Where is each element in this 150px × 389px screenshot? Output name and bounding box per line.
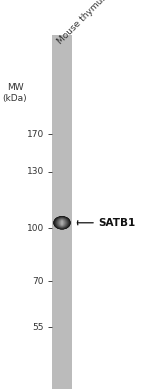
Ellipse shape: [61, 221, 63, 225]
Ellipse shape: [58, 219, 66, 227]
Ellipse shape: [55, 217, 69, 229]
Ellipse shape: [58, 219, 66, 226]
Text: 70: 70: [33, 277, 44, 286]
Ellipse shape: [61, 221, 63, 225]
Ellipse shape: [60, 220, 64, 226]
Ellipse shape: [58, 219, 66, 227]
Ellipse shape: [60, 220, 64, 226]
Ellipse shape: [56, 217, 68, 228]
Ellipse shape: [56, 218, 68, 228]
Text: MW
(kDa): MW (kDa): [3, 83, 27, 103]
Ellipse shape: [57, 219, 67, 227]
Ellipse shape: [57, 218, 67, 227]
Ellipse shape: [57, 218, 67, 227]
Bar: [52, 35, 72, 389]
Ellipse shape: [54, 216, 70, 229]
Ellipse shape: [60, 220, 64, 225]
Text: 170: 170: [27, 130, 44, 139]
Text: 100: 100: [27, 224, 44, 233]
Ellipse shape: [56, 217, 68, 228]
Text: SATB1: SATB1: [98, 218, 135, 228]
Ellipse shape: [57, 218, 67, 228]
Ellipse shape: [60, 220, 64, 226]
Ellipse shape: [55, 217, 69, 228]
Ellipse shape: [57, 218, 68, 228]
Text: 130: 130: [27, 167, 44, 176]
Text: 55: 55: [33, 322, 44, 331]
Ellipse shape: [55, 217, 69, 229]
Ellipse shape: [53, 216, 71, 230]
Ellipse shape: [58, 219, 66, 227]
Ellipse shape: [54, 216, 70, 229]
Ellipse shape: [56, 217, 69, 228]
Ellipse shape: [60, 220, 64, 226]
Ellipse shape: [59, 220, 65, 226]
Ellipse shape: [54, 217, 70, 229]
Ellipse shape: [56, 218, 68, 228]
Text: Mouse thymus: Mouse thymus: [55, 0, 108, 46]
Ellipse shape: [61, 220, 63, 225]
Ellipse shape: [61, 221, 62, 225]
Ellipse shape: [59, 219, 65, 226]
Ellipse shape: [59, 219, 65, 226]
Ellipse shape: [55, 217, 69, 228]
Ellipse shape: [54, 217, 70, 229]
Ellipse shape: [58, 219, 66, 227]
Ellipse shape: [53, 216, 70, 230]
Ellipse shape: [59, 219, 65, 226]
Ellipse shape: [61, 221, 63, 225]
